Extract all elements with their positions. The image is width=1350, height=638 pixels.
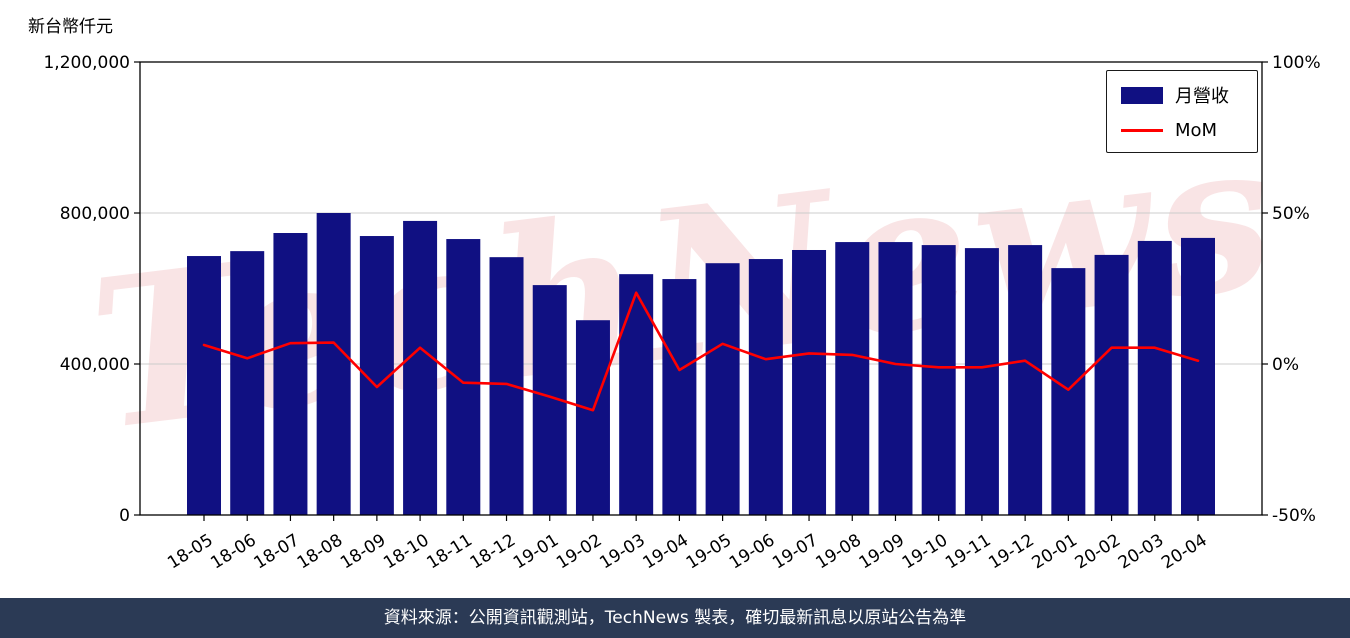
footer-text: 資料來源：公開資訊觀測站，TechNews 製表，確切最新訊息以原站公告為準 [383,608,967,628]
revenue-bar [921,245,956,515]
revenue-bar [403,220,438,516]
revenue-bar [187,256,221,515]
revenue-bar [1051,268,1086,515]
right-tick-label: 50% [1272,204,1310,224]
x-tick-label: 19-06 [726,530,778,573]
legend-mom-label: MoM [1175,120,1218,141]
x-tick-label: 20-04 [1158,530,1210,573]
x-tick-label: 19-04 [640,530,692,573]
right-tick-label: 100% [1272,53,1321,73]
x-tick-label: 18-09 [337,530,389,573]
revenue-bar [748,259,783,515]
revenue-bar [575,320,610,515]
revenue-bar-swatch [1121,86,1163,104]
x-tick-label: 18-10 [380,530,432,573]
x-tick-label: 19-03 [596,530,648,573]
revenue-bar [835,242,870,515]
x-tick-label: 18-06 [207,530,259,573]
revenue-bar [792,249,827,515]
x-tick-label: 19-08 [812,530,864,573]
x-tick-label: 20-01 [1029,530,1081,573]
monthly-revenue-mom-chart: 0 400,000 800,000 1,200,000 -50% 0% 50% 100% 18-… [43,53,1321,573]
revenue-bars [187,213,1215,516]
left-tick-label: 0 [119,506,130,526]
revenue-bar [878,242,913,515]
revenue-bar [230,251,265,515]
mom-line-swatch [1121,129,1163,132]
revenue-bar [705,263,740,515]
plot-frame [139,61,1263,516]
x-tick-label: 18-07 [251,530,303,573]
revenue-bar [273,233,308,515]
revenue-bar [1008,245,1043,515]
right-tick-label: -50% [1272,506,1316,526]
x-tick-label: 19-01 [510,530,562,573]
legend-revenue-label: 月營收 [1175,86,1229,107]
x-tick-label: 19-07 [769,530,821,573]
source-footer: 資料來源：公開資訊觀測站，TechNews 製表，確切最新訊息以原站公告為準 [0,598,1350,638]
left-tick-label: 400,000 [60,355,130,375]
revenue-bar [446,239,481,516]
legend-item-mom: MoM [1121,120,1243,141]
x-tick-label: 19-02 [553,530,605,573]
x-tick-label: 19-12 [985,530,1037,573]
left-tick-label: 800,000 [60,204,130,224]
revenue-bar [316,213,351,515]
x-tick-label: 19-10 [899,530,951,573]
revenue-bar [1181,237,1215,516]
revenue-bar [1137,240,1172,515]
revenue-bar [619,274,654,515]
x-tick-label: 19-11 [942,530,994,573]
right-axis: -50% 0% 50% 100% [1262,53,1321,526]
legend: 月營收 MoM [1106,70,1258,153]
x-tick-label: 18-12 [467,530,519,573]
mom-line [202,291,1200,412]
gridlines [140,212,1262,365]
x-axis: 18-0518-0618-0718-0818-0918-1018-1118-12… [164,515,1211,573]
x-tick-label: 19-09 [856,530,908,573]
x-tick-label: 19-05 [683,530,735,573]
right-tick-label: 0% [1272,355,1299,375]
x-tick-label: 20-02 [1072,530,1124,573]
x-tick-label: 18-11 [423,530,475,573]
left-tick-label: 1,200,000 [43,53,130,73]
x-tick-label: 20-03 [1115,530,1167,573]
legend-item-revenue: 月營收 [1121,82,1243,108]
left-axis: 0 400,000 800,000 1,200,000 [43,53,140,526]
revenue-bar [662,279,697,515]
y-axis-unit-label: 新台幣仟元 [28,17,113,37]
revenue-bar [964,248,999,516]
x-tick-label: 18-08 [294,530,346,573]
x-tick-label: 18-05 [164,530,216,573]
revenue-bar [1094,254,1129,515]
